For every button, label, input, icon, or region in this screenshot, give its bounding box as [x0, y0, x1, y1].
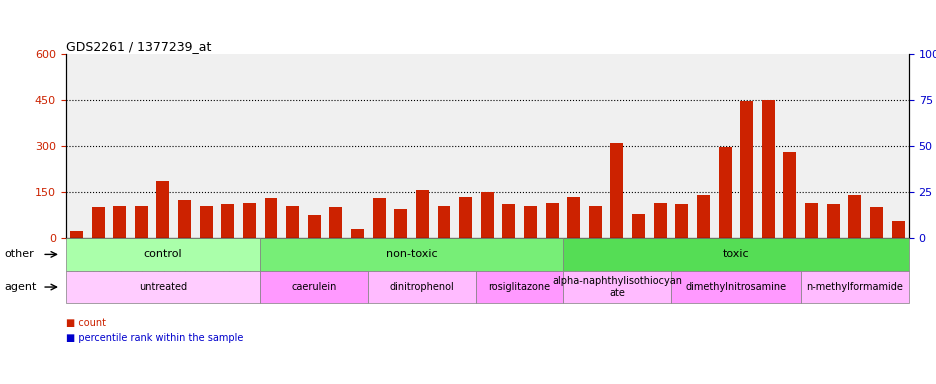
Bar	[199, 206, 212, 238]
Text: caerulein: caerulein	[291, 282, 337, 292]
Text: dimethylnitrosamine: dimethylnitrosamine	[684, 282, 785, 292]
Bar	[285, 206, 299, 238]
Bar	[632, 214, 644, 238]
Bar	[502, 204, 515, 238]
Bar	[329, 207, 342, 238]
Bar	[178, 200, 191, 238]
Text: untreated: untreated	[139, 282, 187, 292]
Bar	[373, 198, 386, 238]
Bar	[566, 197, 579, 238]
Text: ■ count: ■ count	[66, 318, 106, 328]
Bar	[416, 190, 429, 238]
Bar	[847, 195, 860, 238]
Bar	[351, 229, 363, 238]
Bar	[761, 100, 774, 238]
Bar	[826, 204, 839, 238]
Bar	[221, 204, 234, 238]
Text: dinitrophenol: dinitrophenol	[389, 282, 454, 292]
Text: non-toxic: non-toxic	[386, 249, 437, 260]
Bar	[113, 206, 126, 238]
Bar	[437, 206, 450, 238]
Bar	[588, 206, 601, 238]
Bar	[782, 152, 796, 238]
Text: GDS2261 / 1377239_at: GDS2261 / 1377239_at	[66, 40, 211, 53]
Bar	[869, 207, 882, 238]
Bar	[545, 203, 558, 238]
Bar	[696, 195, 709, 238]
Bar	[394, 209, 407, 238]
Text: toxic: toxic	[722, 249, 749, 260]
Bar	[92, 207, 105, 238]
Bar	[739, 101, 753, 238]
Bar	[804, 203, 817, 238]
Bar	[891, 221, 903, 238]
Text: alpha-naphthylisothiocyan
ate: alpha-naphthylisothiocyan ate	[551, 276, 681, 298]
Bar	[242, 203, 256, 238]
Text: rosiglitazone: rosiglitazone	[488, 282, 550, 292]
Bar	[156, 181, 169, 238]
Bar	[653, 203, 666, 238]
Text: ■ percentile rank within the sample: ■ percentile rank within the sample	[66, 333, 242, 343]
Bar	[459, 197, 472, 238]
Bar	[135, 206, 148, 238]
Bar	[523, 206, 536, 238]
Bar	[264, 198, 277, 238]
Bar	[307, 215, 320, 238]
Bar	[675, 204, 688, 238]
Bar	[480, 192, 493, 238]
Text: agent: agent	[5, 282, 37, 292]
Text: control: control	[143, 249, 182, 260]
Text: n-methylformamide: n-methylformamide	[806, 282, 902, 292]
Bar	[610, 143, 622, 238]
Bar	[70, 231, 82, 238]
Text: other: other	[5, 249, 35, 260]
Bar	[718, 147, 731, 238]
